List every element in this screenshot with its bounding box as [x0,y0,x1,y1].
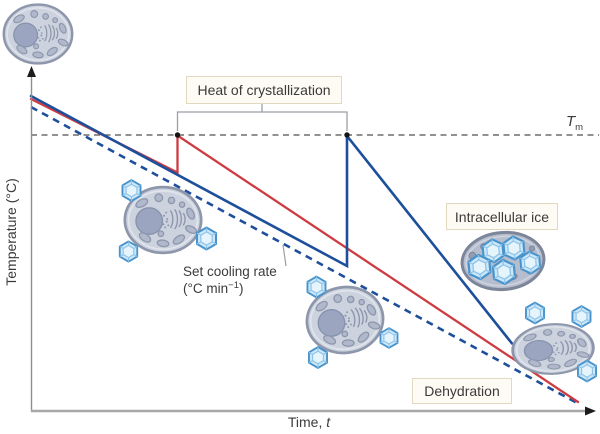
set-cooling-rate-dashed-line [30,105,579,405]
ice-crystal-icon [308,346,328,369]
intracellular-ice-text: Intracellular ice [454,208,550,225]
ice-crystal-icon [121,179,142,202]
tm-label: Tm [566,113,583,133]
set-cooling-rate-label-line2: (°C min−1) [183,280,244,296]
nucleation-point-dot [174,132,181,138]
heat-of-crystallization-label: Heat of crystallization [186,76,342,104]
y-axis-label: Temperature (°C) [3,178,19,286]
dehydration-label: Dehydration [412,378,512,404]
y-axis-arrow-icon [27,66,36,77]
set-cooling-rate-leader-line [282,244,287,267]
intracellular-ice-label: Intracellular ice [446,203,558,230]
fast-cooling-blue-line [29,94,514,345]
cell-icon [2,3,74,65]
ice-crystal-icon [306,275,327,299]
heat-of-crystallization-text: Heat of crystallization [197,82,331,98]
ice-crystal-icon [196,226,217,251]
heat-bracket [176,104,348,131]
dehydration-text: Dehydration [424,383,500,399]
ice-crystal-icon [577,359,597,383]
nucleation-point-dot [344,132,350,138]
set-cooling-rate-label-line1: Set cooling rate [183,264,277,279]
ice-crystal-icon [525,301,545,325]
ice-crystal-icon [571,305,592,328]
ice-crystal-icon [118,240,139,263]
intracellular-ice-cell-icon [460,230,546,292]
ice-crystal-icon [379,327,399,349]
x-axis-label: Time, t [288,414,331,430]
x-axis-arrow-icon [585,406,596,416]
